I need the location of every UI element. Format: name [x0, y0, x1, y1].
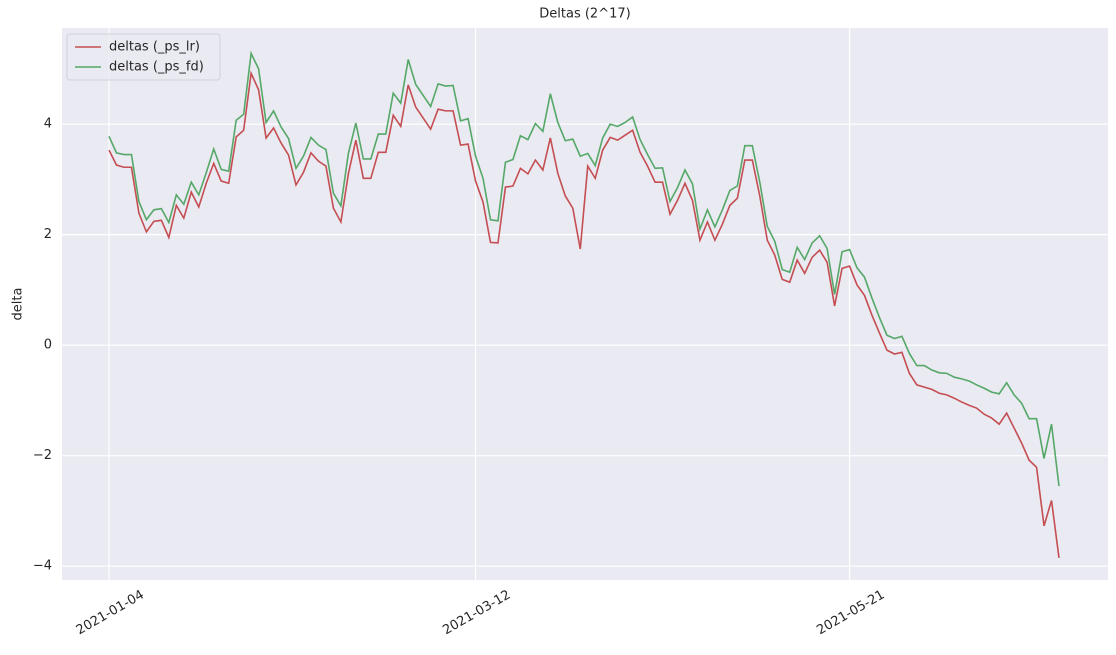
- y-tick-label: 0: [44, 338, 52, 353]
- legend-box: [66, 33, 221, 81]
- y-axis-label: delta: [11, 288, 26, 321]
- x-tick-label: 2021-03-12: [440, 588, 513, 639]
- x-tick-label: 2021-01-04: [74, 588, 147, 639]
- y-tick-label: 4: [44, 117, 52, 132]
- chart-title: Deltas (2^17): [539, 7, 630, 22]
- series-line: [108, 50, 1060, 487]
- plot-area: [62, 28, 1108, 580]
- series-line: [108, 70, 1060, 559]
- legend-label: deltas (_ps_lr): [109, 40, 200, 55]
- y-tick-label: 2: [44, 227, 52, 242]
- x-tick-label: 2021-05-21: [814, 588, 887, 639]
- y-tick-label: −4: [33, 559, 52, 574]
- y-tick-label: −2: [33, 448, 52, 463]
- legend-label: deltas (_ps_fd): [109, 60, 204, 75]
